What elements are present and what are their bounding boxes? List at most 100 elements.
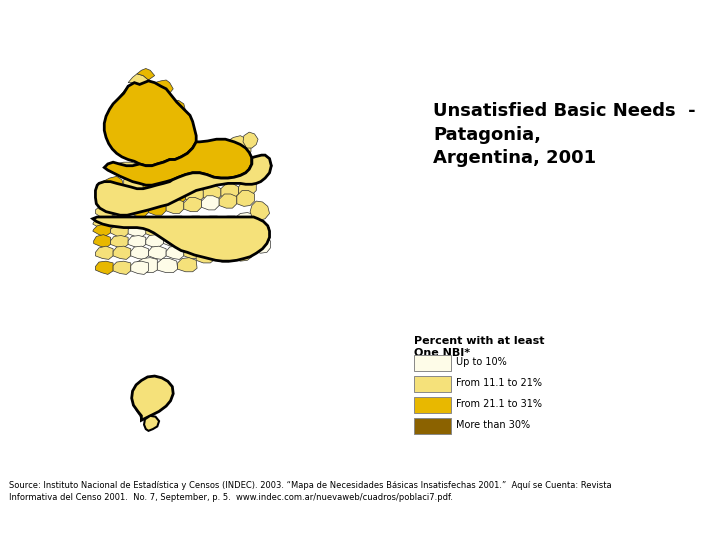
Polygon shape	[181, 222, 199, 235]
Polygon shape	[250, 201, 269, 220]
Polygon shape	[234, 219, 253, 232]
Polygon shape	[199, 232, 217, 245]
FancyBboxPatch shape	[413, 418, 451, 434]
Polygon shape	[152, 116, 174, 134]
Polygon shape	[147, 217, 164, 227]
Polygon shape	[199, 221, 217, 234]
Text: From 21.1 to 31%: From 21.1 to 31%	[456, 399, 542, 409]
Polygon shape	[202, 245, 219, 258]
Polygon shape	[184, 198, 202, 212]
Polygon shape	[212, 145, 248, 168]
Polygon shape	[96, 205, 113, 219]
Polygon shape	[235, 162, 256, 181]
Polygon shape	[203, 185, 221, 200]
Polygon shape	[166, 199, 184, 213]
FancyBboxPatch shape	[413, 355, 451, 371]
Polygon shape	[184, 245, 202, 259]
Polygon shape	[132, 191, 150, 206]
Polygon shape	[106, 124, 125, 145]
Polygon shape	[218, 168, 242, 184]
Polygon shape	[252, 155, 272, 174]
Polygon shape	[93, 217, 269, 261]
Polygon shape	[202, 196, 219, 210]
Polygon shape	[129, 217, 147, 227]
FancyBboxPatch shape	[413, 397, 451, 413]
Text: Up to 10%: Up to 10%	[456, 356, 507, 367]
Polygon shape	[135, 129, 155, 146]
Polygon shape	[150, 190, 168, 205]
Polygon shape	[141, 143, 166, 164]
Polygon shape	[131, 261, 148, 274]
Polygon shape	[137, 69, 155, 80]
Polygon shape	[186, 187, 203, 202]
Polygon shape	[115, 83, 148, 109]
Polygon shape	[104, 162, 141, 180]
Polygon shape	[252, 225, 269, 240]
Polygon shape	[189, 150, 219, 169]
Polygon shape	[115, 191, 132, 205]
Polygon shape	[164, 216, 182, 226]
Polygon shape	[217, 231, 234, 244]
Polygon shape	[128, 225, 147, 237]
Polygon shape	[178, 258, 197, 272]
Polygon shape	[99, 177, 124, 191]
Polygon shape	[96, 261, 113, 274]
Polygon shape	[171, 118, 194, 141]
Polygon shape	[141, 383, 171, 408]
Polygon shape	[225, 136, 251, 157]
Polygon shape	[155, 80, 174, 95]
Polygon shape	[93, 217, 112, 230]
Polygon shape	[144, 416, 159, 431]
Polygon shape	[219, 194, 237, 208]
Polygon shape	[234, 230, 252, 242]
Polygon shape	[221, 184, 238, 198]
Text: More than 30%: More than 30%	[456, 420, 530, 430]
Polygon shape	[145, 145, 166, 164]
Polygon shape	[115, 109, 137, 124]
Polygon shape	[113, 203, 131, 218]
Polygon shape	[217, 216, 235, 223]
Polygon shape	[113, 246, 131, 259]
Polygon shape	[104, 81, 196, 166]
Polygon shape	[131, 202, 148, 217]
Polygon shape	[117, 109, 137, 124]
Polygon shape	[138, 81, 166, 104]
Polygon shape	[96, 155, 271, 215]
Polygon shape	[182, 216, 199, 225]
Polygon shape	[238, 180, 256, 196]
Polygon shape	[141, 162, 170, 181]
Polygon shape	[148, 246, 166, 259]
FancyBboxPatch shape	[413, 376, 451, 392]
Polygon shape	[254, 238, 271, 253]
Polygon shape	[161, 174, 180, 188]
Text: From 11.1 to 21%: From 11.1 to 21%	[456, 378, 542, 388]
Polygon shape	[146, 235, 163, 247]
Polygon shape	[199, 172, 219, 186]
Polygon shape	[115, 86, 146, 109]
Polygon shape	[112, 217, 129, 228]
Polygon shape	[237, 191, 254, 206]
Polygon shape	[146, 224, 164, 237]
Text: Unsatisfied Basic Needs  -
Patagonia,
Argentina, 2001: Unsatisfied Basic Needs - Patagonia, Arg…	[433, 102, 696, 167]
Polygon shape	[110, 235, 128, 248]
Polygon shape	[163, 234, 181, 246]
Polygon shape	[181, 233, 199, 245]
Polygon shape	[133, 392, 157, 420]
Polygon shape	[168, 155, 193, 177]
Polygon shape	[128, 235, 146, 248]
Polygon shape	[157, 259, 178, 273]
Polygon shape	[217, 220, 235, 233]
Polygon shape	[235, 213, 253, 222]
Polygon shape	[148, 201, 166, 215]
Polygon shape	[166, 246, 184, 259]
Polygon shape	[124, 177, 143, 192]
Polygon shape	[168, 188, 186, 204]
Polygon shape	[199, 216, 217, 224]
Polygon shape	[196, 249, 215, 263]
Polygon shape	[163, 223, 182, 235]
Polygon shape	[159, 93, 176, 109]
Polygon shape	[219, 244, 237, 256]
Polygon shape	[180, 172, 199, 187]
Polygon shape	[104, 139, 252, 185]
Text: Source: Instituto Nacional de Estadística y Censos (INDEC). 2003. “Mapa de Neces: Source: Instituto Nacional de Estadístic…	[9, 482, 611, 502]
